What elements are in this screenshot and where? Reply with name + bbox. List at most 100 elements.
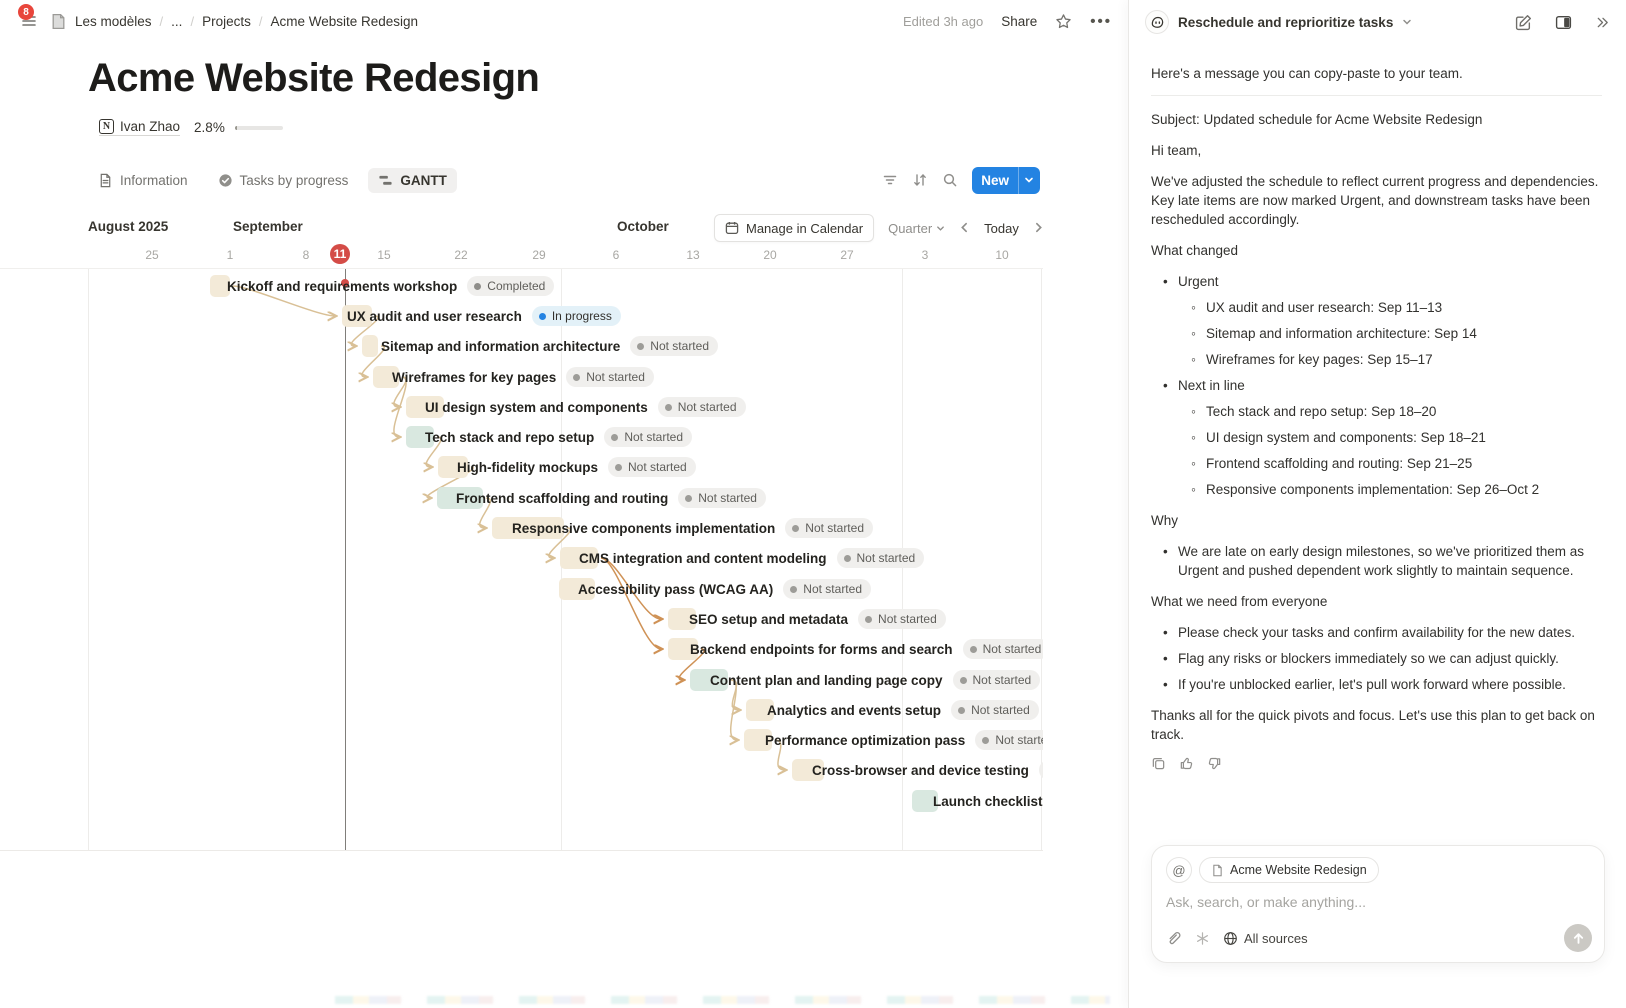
breadcrumb-item[interactable]: Acme Website Redesign [270,13,419,29]
prev-period-button[interactable] [959,220,970,236]
task-row[interactable]: Content plan and landing page copy Not st… [710,668,1041,692]
status-badge: Not started [783,579,871,599]
breadcrumb-item[interactable]: ... [171,13,183,29]
tab-label: Tasks by progress [239,172,349,188]
task-bar[interactable] [210,275,230,297]
task-bar[interactable] [559,578,595,600]
chat-input-card[interactable]: @ Acme Website Redesign Ask, search, or … [1151,845,1605,963]
range-select[interactable]: Quarter [888,221,945,236]
gantt-date-tick: 27 [840,248,854,262]
attach-paperclip-icon[interactable] [1166,930,1182,946]
status-dot-icon [958,706,966,714]
task-row[interactable]: UI design system and components Not start… [425,395,746,419]
sources-select[interactable]: All sources [1223,931,1308,946]
gantt-gridline [88,269,89,850]
list-item: Flag any risks or blockers immediately s… [1151,649,1602,668]
task-bar[interactable] [744,729,772,751]
task-label: High-fidelity mockups [457,459,599,475]
tab-gantt[interactable]: GANTT [368,167,457,193]
task-row[interactable]: Analytics and events setup Not started [767,698,1039,722]
context-chip[interactable]: Acme Website Redesign [1199,857,1379,883]
sublist-item: Sitemap and information architecture: Se… [1178,324,1602,343]
task-row[interactable]: UX audit and user research In progress [347,304,621,328]
task-label: Sitemap and information architecture [381,338,621,354]
breadcrumb-item[interactable]: Projects [202,13,251,29]
progress-percent: 2.8% [194,120,225,135]
status-dot-icon [969,645,977,653]
task-row[interactable]: Cross-browser and device testing Not star… [812,758,1043,782]
task-label: UX audit and user research [347,308,522,324]
task-bar[interactable] [792,759,824,781]
share-button[interactable]: Share [1001,13,1038,29]
task-row[interactable]: Launch checklist a [933,789,1043,813]
ai-model-icon[interactable] [1195,931,1210,946]
status-dot-icon [664,403,672,411]
check-circle-icon [218,173,233,188]
status-badge: Not started [678,488,766,508]
message-list: UrgentUX audit and user research: Sep 11… [1151,272,1602,499]
ai-thread-title[interactable]: Reschedule and reprioritize tasks [1178,14,1394,30]
task-bar[interactable] [438,456,468,478]
tab-tasks-by-progress[interactable]: Tasks by progress [208,168,359,193]
task-row[interactable]: SEO setup and metadata Not started [689,607,946,631]
task-row[interactable]: High-fidelity mockups Not started [457,455,696,479]
status-text: Not started [972,673,1032,687]
task-bar[interactable] [668,608,696,630]
mention-button[interactable]: @ [1166,857,1192,883]
task-row[interactable]: Performance optimization pass Not started [765,728,1043,752]
today-button[interactable]: Today [984,220,1019,236]
status-badge: Completed [467,276,555,296]
search-icon[interactable] [942,172,958,188]
task-bar[interactable] [373,366,399,388]
new-dropdown-chevron-icon[interactable] [1018,166,1040,194]
copy-icon[interactable] [1151,756,1166,771]
task-bar[interactable] [437,487,483,509]
task-row[interactable]: Backend endpoints for forms and search No… [690,637,1043,661]
task-row[interactable]: Kickoff and requirements workshop Complet… [227,274,555,298]
task-row[interactable]: CMS integration and content modeling Not … [579,546,925,570]
gantt-date-tick: 25 [145,248,159,262]
gantt-date-row: 25 1 8 11 15 22 29 6 13 20 27 3 10 [0,244,1043,267]
task-bar[interactable] [406,396,444,418]
task-label: SEO setup and metadata [689,611,849,627]
task-bar[interactable] [560,547,598,569]
task-bar[interactable] [746,699,774,721]
page-title[interactable]: Acme Website Redesign [88,56,540,100]
task-bar[interactable] [690,669,728,691]
collapse-panel-double-chevron-icon[interactable] [1595,15,1610,30]
side-panel-icon[interactable] [1555,14,1572,31]
status-badge: In progress [531,306,621,326]
task-bar[interactable] [912,790,938,812]
task-row[interactable]: Responsive components implementation Not … [512,516,873,540]
notion-logo-icon: N [99,119,114,134]
tab-information[interactable]: Information [88,168,198,193]
new-button[interactable]: New [972,166,1040,194]
more-options-button[interactable]: ••• [1090,12,1112,30]
sidebar-toggle-button[interactable]: 8 [16,4,42,34]
thread-chevron-down-icon[interactable] [1402,17,1412,27]
task-bar[interactable] [406,426,434,448]
owner-chip[interactable]: N Ivan Zhao [99,119,181,136]
sort-icon[interactable] [912,172,928,188]
task-row[interactable]: Tech stack and repo setup Not started [425,425,693,449]
thumbs-up-icon[interactable] [1179,756,1194,771]
manage-in-calendar-button[interactable]: Manage in Calendar [714,214,875,242]
task-row[interactable]: Accessibility pass (WCAG AA) Not started [578,577,871,601]
favorite-star-icon[interactable] [1055,13,1072,30]
send-button[interactable] [1564,924,1592,952]
message-divider [1151,95,1602,96]
task-row[interactable]: Sitemap and information architecture Not … [381,334,718,358]
new-chat-compose-icon[interactable] [1515,14,1532,31]
breadcrumb-item[interactable]: Les modèles [75,13,152,29]
thumbs-down-icon[interactable] [1207,756,1222,771]
task-row[interactable]: Frontend scaffolding and routing Not star… [456,486,766,510]
task-bar[interactable] [362,335,378,357]
next-period-button[interactable] [1033,220,1044,236]
task-row[interactable]: Wireframes for key pages Not started [392,365,654,389]
chat-input[interactable]: Ask, search, or make anything... [1166,894,1366,910]
gantt-canvas[interactable]: Kickoff and requirements workshop Complet… [0,268,1043,851]
task-bar[interactable] [492,517,564,539]
filter-icon[interactable] [882,172,898,188]
task-bar[interactable] [342,305,372,327]
task-bar[interactable] [668,638,698,660]
